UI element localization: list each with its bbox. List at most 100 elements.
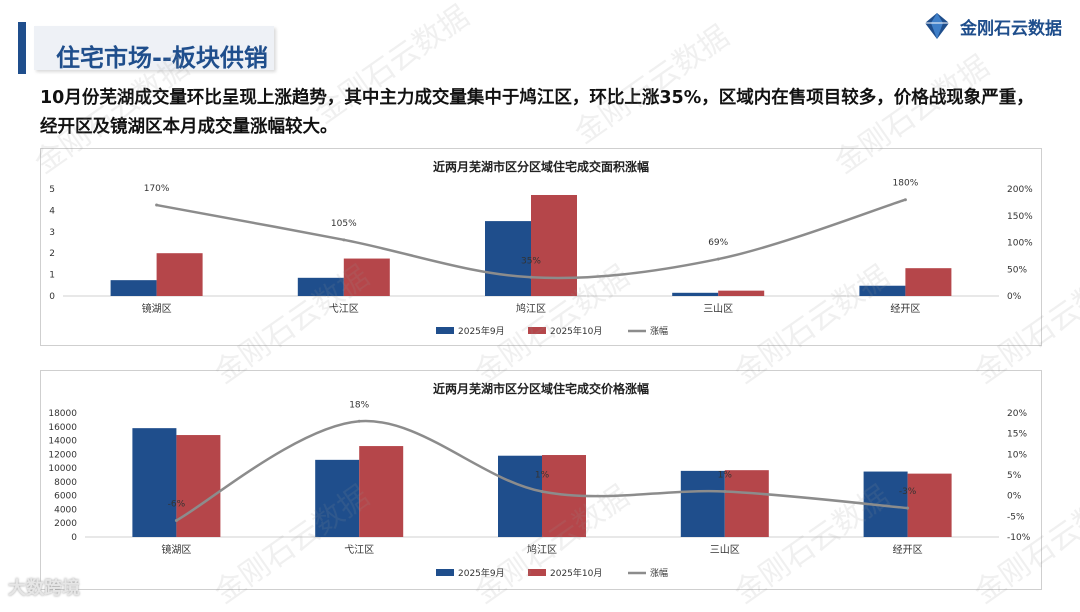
line-data-label: -3% [899, 487, 917, 497]
bar-sep [498, 455, 542, 537]
chart-title: 近两月芜湖市区分区域住宅成交价格涨幅 [433, 381, 649, 396]
y-tick-right: 100% [1007, 239, 1033, 249]
title-accent [18, 22, 26, 74]
line-data-label: 170% [144, 184, 170, 194]
y-tick-left: 0 [49, 292, 55, 302]
y-tick-right: 0% [1007, 292, 1022, 302]
legend-label: 2025年10月 [550, 567, 602, 579]
brand-name: 金刚石云数据 [960, 18, 1062, 39]
y-tick-left: 4000 [54, 505, 77, 515]
line-point [174, 518, 178, 522]
y-tick-left: 8000 [54, 478, 77, 488]
x-tick-label: 三山区 [710, 544, 740, 556]
intro-text: 10月份芜湖成交量环比呈现上涨趋势，其中主力成交量集中于鸠江区，环比上涨35%，… [40, 88, 1034, 137]
legend-label: 2025年10月 [550, 325, 602, 337]
y-tick-right: 5% [1007, 471, 1022, 481]
title-bar: 住宅市场--板块供销 [18, 22, 278, 74]
line-data-label: 1% [718, 471, 733, 481]
y-tick-left: 2000 [54, 519, 77, 529]
bar-sep [297, 277, 344, 296]
x-tick-label: 三山区 [703, 303, 733, 315]
line-point [906, 506, 910, 510]
line-data-label: -6% [168, 499, 186, 509]
bar-sep [859, 285, 906, 296]
y-tick-left: 0 [71, 533, 77, 543]
line-point [342, 238, 346, 242]
chart-title: 近两月芜湖市区分区域住宅成交面积涨幅 [433, 159, 649, 174]
line-point [716, 257, 720, 261]
bar-sep [485, 221, 531, 296]
bar-sep [672, 292, 719, 296]
y-tick-right: 50% [1007, 265, 1027, 275]
y-tick-left: 2 [49, 249, 55, 259]
line-data-label: 35% [521, 256, 541, 266]
y-tick-left: 12000 [48, 450, 77, 460]
y-tick-right: 150% [1007, 212, 1033, 222]
x-tick-label: 经开区 [893, 543, 923, 556]
x-tick-label: 镜湖区 [161, 543, 191, 556]
line-point [723, 490, 727, 494]
line-data-label: 180% [893, 179, 919, 189]
x-tick-label: 鸠江区 [527, 543, 557, 556]
line-point [529, 275, 533, 279]
y-tick-right: 20% [1007, 409, 1027, 419]
bar-oct [905, 268, 952, 296]
y-tick-left: 4 [49, 206, 55, 216]
line-point [357, 419, 361, 423]
y-tick-left: 5 [49, 185, 55, 195]
y-tick-left: 1 [49, 271, 55, 281]
legend-label: 2025年9月 [458, 567, 505, 579]
y-tick-left: 18000 [48, 409, 77, 419]
y-tick-left: 14000 [48, 437, 77, 447]
y-tick-right: -5% [1007, 512, 1025, 522]
chart-svg: 近两月芜湖市区分区域住宅成交面积涨幅0123450%50%100%150%200… [49, 159, 1033, 337]
legend-label: 涨幅 [650, 325, 668, 337]
line-point [540, 490, 544, 494]
bar-oct [176, 435, 221, 537]
bar-sep [110, 280, 157, 296]
bar-sep [132, 428, 177, 537]
diamond-logo-icon [925, 13, 949, 39]
line-data-label: 18% [349, 400, 369, 410]
brand: 金刚石云数据 [922, 8, 1062, 44]
bar-sep [680, 470, 725, 537]
chart-svg: 近两月芜湖市区分区域住宅成交价格涨幅 0 2000 4000 6000 8000 10000… [48, 381, 1031, 579]
line-point [155, 203, 159, 207]
bar-oct [531, 194, 577, 296]
x-tick-label: 弋江区 [344, 543, 374, 556]
line-point [903, 198, 907, 202]
y-tick-right: 0% [1007, 492, 1022, 502]
y-tick-left: 10000 [48, 464, 77, 474]
line-data-label: 69% [708, 238, 728, 248]
legend-swatch [436, 327, 454, 334]
x-tick-label: 镜湖区 [142, 302, 172, 315]
y-tick-right: 10% [1007, 450, 1027, 460]
page-title: 住宅市场--板块供销 [56, 44, 268, 72]
footer-watermark: 大数跨境 [8, 578, 80, 599]
y-tick-right: -10% [1007, 533, 1031, 543]
y-tick-right: 200% [1007, 185, 1033, 195]
area-chart-box: 近两月芜湖市区分区域住宅成交面积涨幅 0 1 2 3 4 5 0% 50% 100% 150% 200… [40, 148, 1042, 346]
bar-oct [907, 473, 952, 537]
x-tick-label: 弋江区 [329, 302, 359, 315]
legend-swatch [528, 569, 546, 576]
y-tick-right: 15% [1007, 430, 1027, 440]
bar-oct [156, 253, 203, 296]
legend-swatch [436, 569, 454, 576]
legend-label: 2025年9月 [458, 325, 505, 337]
price-chart-box: 近两月芜湖市区分区域住宅成交价格涨幅 0 2000 4000 6000 8000 10000… [40, 370, 1042, 590]
y-tick-left: 16000 [48, 423, 77, 433]
bar-oct [724, 470, 769, 537]
x-tick-label: 经开区 [890, 302, 920, 315]
line-data-label: 1% [535, 471, 550, 481]
bar-oct [359, 446, 404, 537]
y-tick-left: 3 [49, 228, 55, 238]
bar-oct [343, 258, 390, 296]
bar-oct [718, 290, 765, 296]
bar-sep [315, 459, 360, 537]
x-tick-label: 鸠江区 [516, 302, 546, 315]
title-box: 住宅市场--板块供销 [34, 26, 274, 72]
legend-swatch [528, 327, 546, 334]
legend-label: 涨幅 [650, 567, 668, 579]
y-tick-left: 6000 [54, 492, 77, 502]
